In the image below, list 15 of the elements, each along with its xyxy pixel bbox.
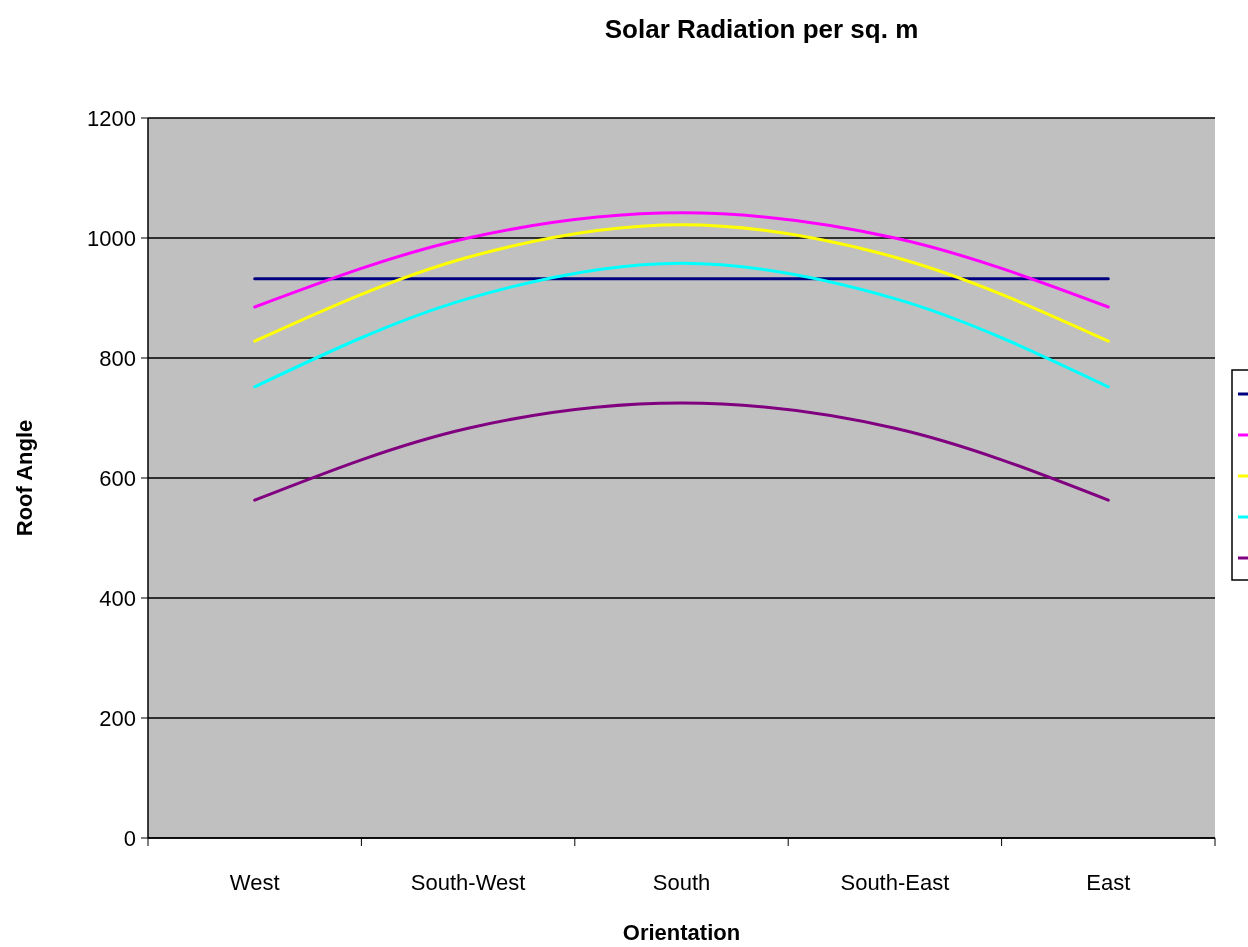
y-tick-label: 400 — [99, 585, 136, 611]
y-tick-label: 1200 — [87, 105, 136, 131]
y-tick-label: 200 — [99, 705, 136, 731]
x-tick-label: South — [652, 870, 711, 895]
y-tick-label: 1000 — [87, 225, 136, 251]
x-tick-label: West — [229, 870, 280, 895]
x-tick-label: East — [1086, 870, 1131, 895]
x-axis-title: Orientation — [622, 920, 741, 945]
y-axis-title: Roof Angle — [12, 419, 37, 537]
y-tick-label: 600 — [99, 465, 136, 491]
x-tick-label: South-East — [840, 870, 950, 895]
y-tick-label: 800 — [99, 345, 136, 371]
x-tick-label: South-West — [410, 870, 526, 895]
chart-title: Solar Radiation per sq. m — [604, 14, 919, 44]
y-tick-label: 0 — [123, 825, 136, 851]
